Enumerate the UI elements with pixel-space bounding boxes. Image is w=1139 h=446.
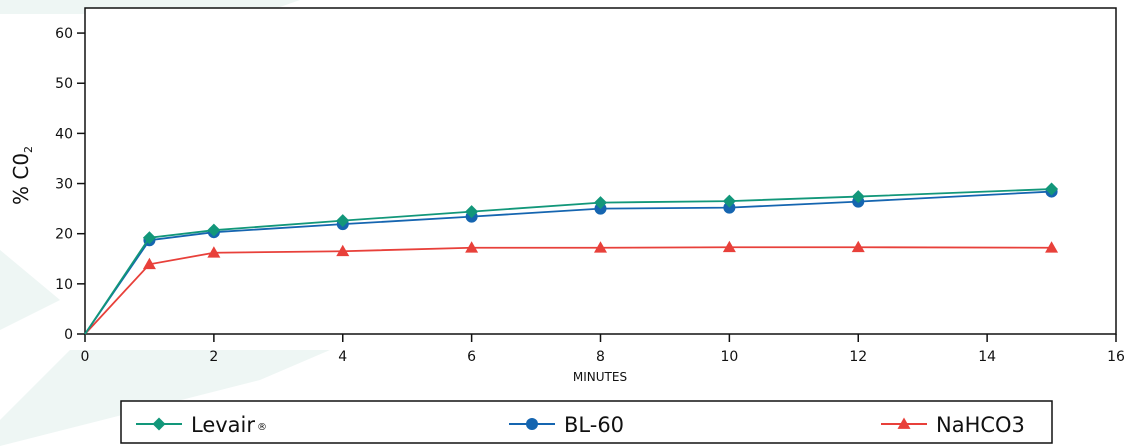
data-point-levair [722, 194, 736, 208]
x-tick-label: 10 [720, 349, 738, 365]
y-axis-title-main: % C0 [9, 153, 33, 205]
data-point-nahco3 [142, 257, 156, 270]
series-levair [84, 182, 1059, 335]
legend-label: BL-60 [564, 413, 624, 437]
x-tick-label: 2 [209, 349, 218, 365]
legend-item-nahco3: NaHCO3 [881, 413, 1025, 437]
y-tick-label: 0 [64, 327, 73, 343]
x-tick-label: 6 [467, 349, 476, 365]
y-tick-label: 30 [55, 177, 73, 193]
legend-swatch-marker [526, 418, 538, 430]
legend-label-text: BL-60 [564, 413, 624, 437]
legend-box [120, 400, 1053, 444]
data-point-nahco3 [207, 246, 221, 258]
data-point-nahco3 [336, 244, 350, 257]
legend-label: Levair ® [191, 413, 267, 437]
y-axis: 0 10 20 30 40 50 60 [55, 26, 85, 343]
legend-item-levair: Levair ® [136, 413, 267, 437]
background-shape-left [0, 250, 60, 330]
data-point-levair [1045, 182, 1059, 196]
x-tick-label: 12 [849, 349, 867, 365]
data-point-nahco3 [594, 241, 607, 253]
y-axis-title: % C02 [9, 146, 35, 205]
x-tick-label: 0 [81, 349, 90, 365]
x-axis: 0 2 4 6 8 10 12 14 16 [81, 334, 1125, 365]
y-tick-label: 20 [55, 227, 73, 243]
data-point-levair [851, 190, 865, 204]
x-tick-label: 8 [596, 349, 605, 365]
x-tick-label: 16 [1107, 349, 1125, 365]
data-point-levair [594, 196, 607, 210]
data-point-nahco3 [851, 240, 865, 253]
legend: Levair ® BL-60 NaHCO3 [136, 413, 1025, 437]
legend-label: NaHCO3 [936, 413, 1025, 437]
legend-swatch-marker [897, 417, 911, 429]
data-point-levair [465, 205, 479, 219]
y-axis-title-subscript: 2 [22, 146, 35, 153]
legend-label-text: Levair [191, 413, 255, 437]
data-point-levair [336, 214, 350, 228]
x-axis-title: MINUTES [573, 370, 627, 384]
legend-item-bl-60: BL-60 [509, 413, 624, 437]
legend-swatch-marker [152, 417, 166, 431]
y-tick-label: 60 [55, 26, 73, 42]
data-point-nahco3 [465, 241, 479, 253]
data-point-levair [142, 231, 156, 245]
legend-label-text: NaHCO3 [936, 413, 1025, 437]
y-tick-label: 50 [55, 76, 73, 92]
data-point-bl-60 [723, 201, 736, 214]
series-layer [84, 182, 1059, 335]
data-point-nahco3 [722, 240, 736, 253]
background-shape-bottom [0, 350, 330, 446]
series-nahco3 [84, 240, 1059, 335]
legend-reg-mark: ® [257, 422, 267, 433]
data-point-levair [207, 223, 221, 237]
y-tick-label: 40 [55, 126, 73, 142]
plot-area [84, 7, 1117, 335]
y-tick-label: 10 [55, 277, 73, 293]
data-point-nahco3 [1045, 241, 1059, 253]
x-tick-label: 4 [338, 349, 347, 365]
x-tick-label: 14 [978, 349, 996, 365]
